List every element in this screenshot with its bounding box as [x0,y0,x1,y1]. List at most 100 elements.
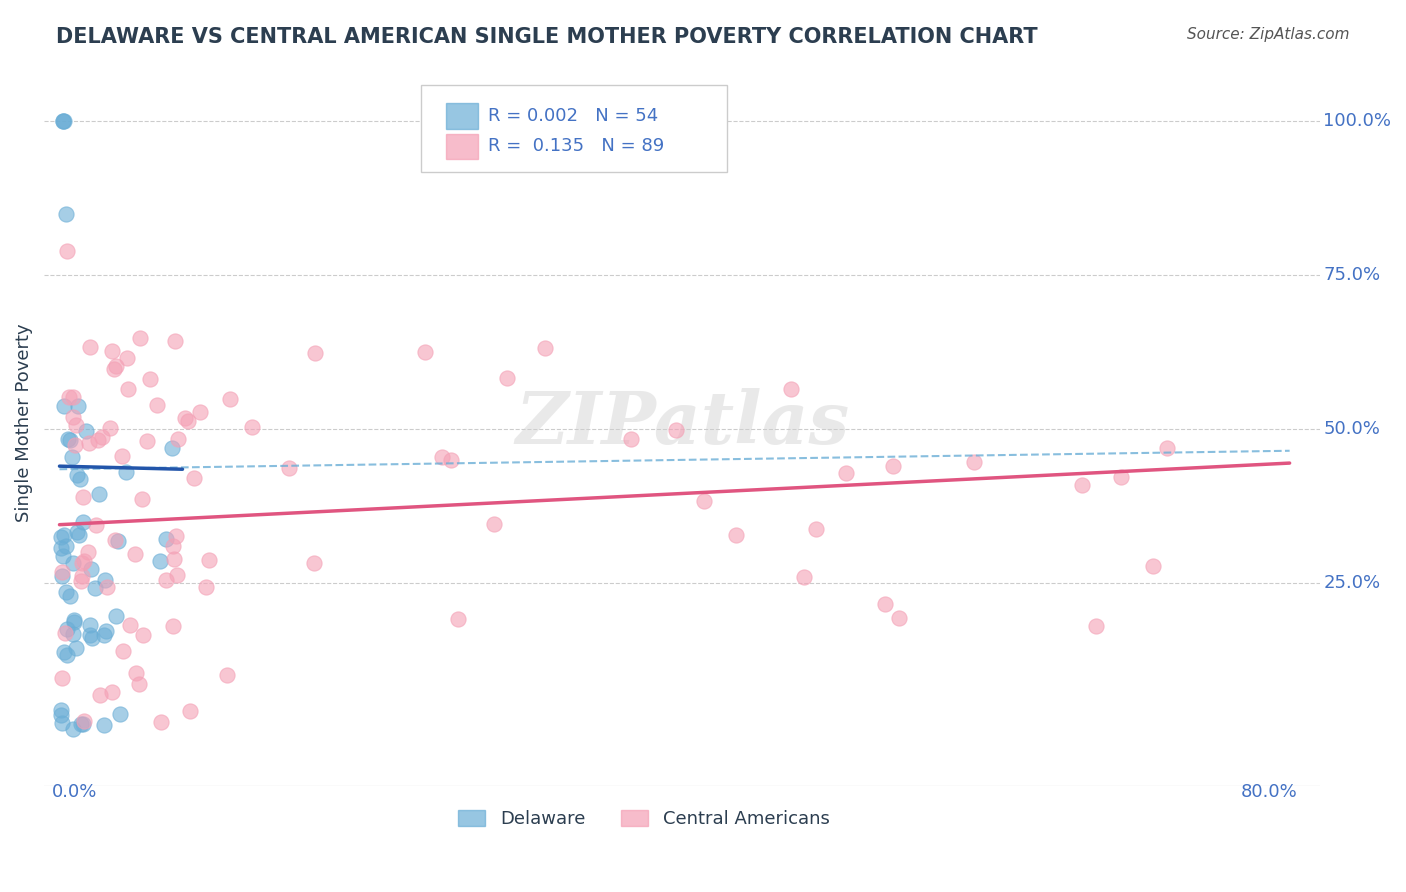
Point [725,527,748,541]
Point [79,618,101,632]
Point [89,688,111,702]
Point [52,399,75,413]
Point [160,441,183,455]
Point [155,573,177,587]
Point [101,685,124,699]
Point [75,425,97,439]
Point [98,421,121,435]
Point [413,345,436,359]
Point [62,722,84,736]
Point [63,615,86,629]
Point [779,383,801,397]
Point [104,359,127,373]
Point [115,465,138,479]
Point [72,716,94,731]
Point [873,597,896,611]
Text: 100.0%: 100.0% [1323,112,1392,130]
Point [62,626,84,640]
Point [887,611,910,625]
Point [84,518,107,533]
Point [962,455,984,469]
Point [51,569,73,583]
Text: 80.0%: 80.0% [1240,783,1298,801]
Point [118,617,141,632]
Text: DELAWARE VS CENTRAL AMERICAN SINGLE MOTHER POVERTY CORRELATION CHART: DELAWARE VS CENTRAL AMERICAN SINGLE MOTH… [56,27,1038,46]
FancyBboxPatch shape [420,85,727,172]
Point [179,704,201,718]
Point [79,628,101,642]
Point [49,703,72,717]
Bar [446,134,478,159]
Point [139,372,162,386]
Point [59,433,82,447]
Point [63,437,86,451]
Bar [446,103,478,128]
Point [166,568,188,582]
Point [55,648,77,663]
Point [482,517,505,532]
Point [162,539,184,553]
Text: R = 0.002   N = 54: R = 0.002 N = 54 [488,107,658,125]
Point [59,589,82,603]
Point [66,399,89,413]
Point [93,627,115,641]
Point [84,581,107,595]
Text: Source: ZipAtlas.com: Source: ZipAtlas.com [1187,27,1350,42]
Point [67,527,90,541]
Point [72,490,94,504]
Point [65,417,87,432]
Point [219,392,242,407]
Point [150,714,173,729]
Point [56,623,79,637]
Point [804,522,827,536]
Point [278,460,301,475]
Point [117,382,139,396]
Point [304,346,326,360]
Point [155,532,177,546]
Point [115,351,138,365]
Point [100,344,122,359]
Point [167,432,190,446]
Point [79,341,101,355]
Point [534,341,557,355]
Point [447,612,470,626]
Point [65,641,87,656]
Text: 50.0%: 50.0% [1323,420,1381,438]
Point [62,409,84,424]
Point [104,533,127,548]
Point [107,534,129,549]
Point [80,562,103,576]
Point [136,434,159,449]
Point [188,405,211,419]
Point [125,666,148,681]
Point [430,450,453,465]
Point [163,551,186,566]
Point [66,524,89,539]
Point [240,419,263,434]
Text: 75.0%: 75.0% [1323,266,1381,285]
Point [94,573,117,587]
Point [51,671,73,685]
Point [77,436,100,450]
Point [49,708,72,723]
Point [80,631,103,645]
Point [53,625,76,640]
Legend: Delaware, Central Americans: Delaware, Central Americans [451,803,837,836]
Point [51,715,73,730]
Point [693,494,716,508]
Point [56,244,79,258]
Point [69,574,91,588]
Point [62,556,84,570]
Point [55,539,77,553]
Point [194,580,217,594]
Point [439,453,461,467]
Text: 0.0%: 0.0% [52,783,97,801]
Point [52,528,75,542]
Point [1071,478,1094,492]
Point [58,390,80,404]
Point [215,668,238,682]
Point [96,580,118,594]
Point [111,644,134,658]
Point [70,557,93,571]
Point [111,449,134,463]
